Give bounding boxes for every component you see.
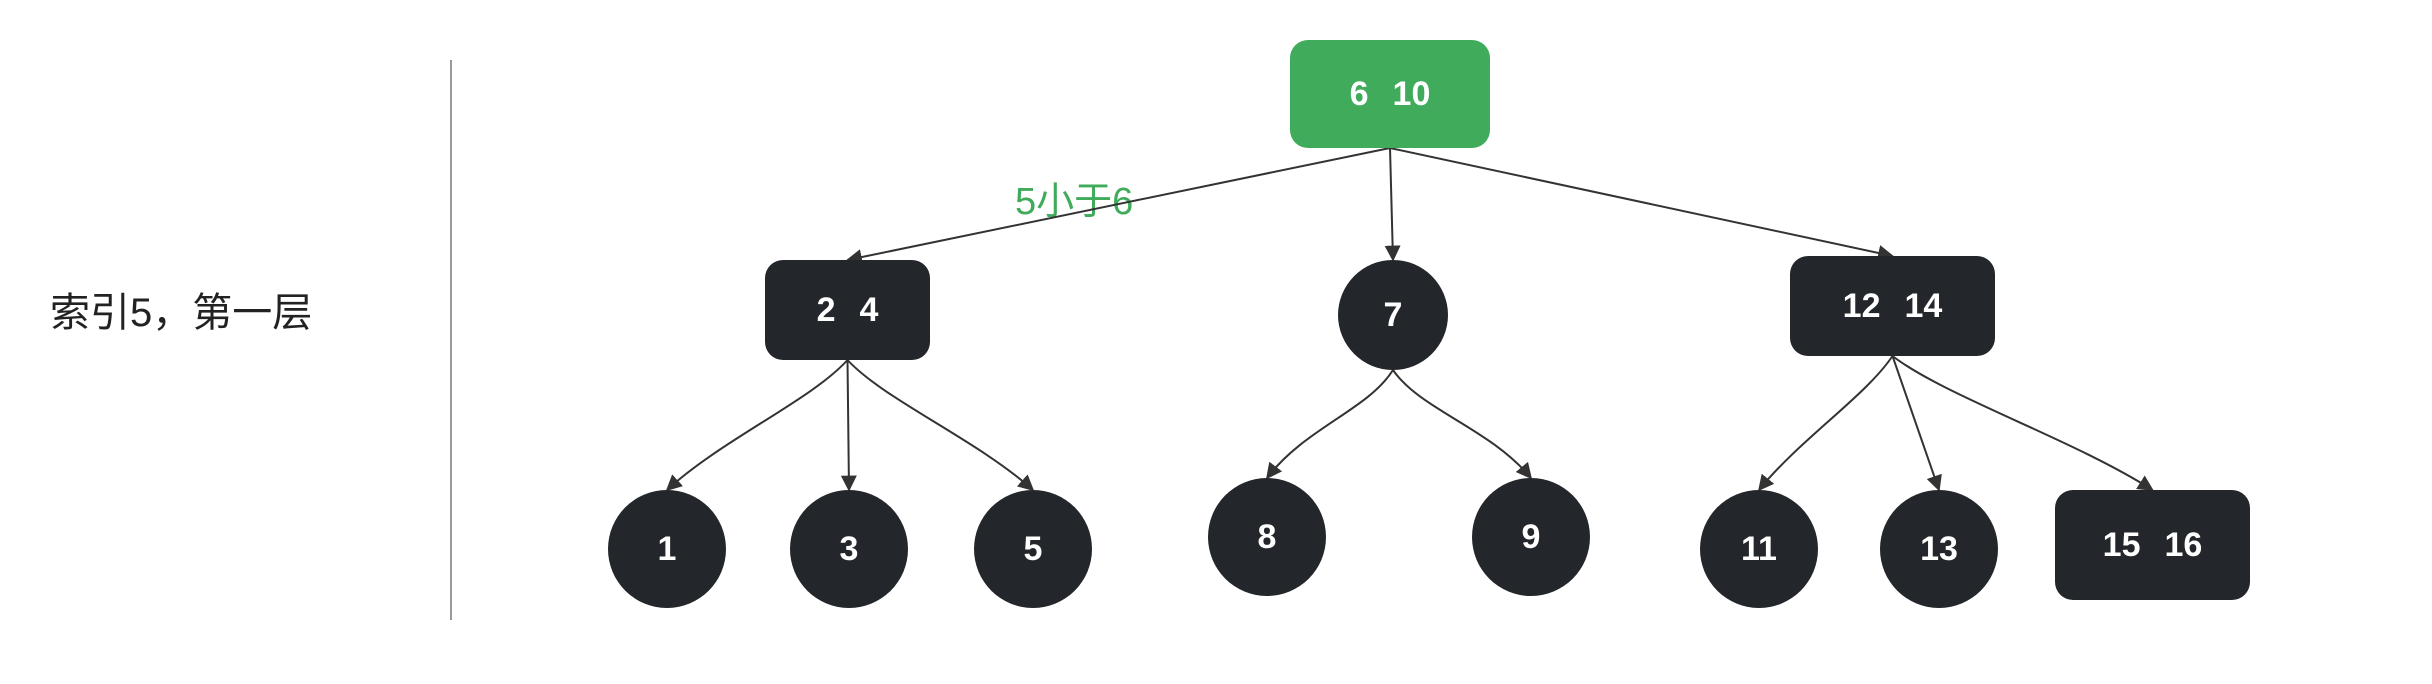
edge-n1214-l13 [1893,356,1940,490]
node-key: 7 [1384,296,1403,335]
node-key: 5 [1024,530,1043,569]
tree-node-l11: 11 [1700,490,1818,608]
node-key: 11 [1741,530,1777,569]
node-key: 1 [658,530,677,569]
edge-root-n1214 [1390,148,1893,256]
node-key: 13 [1920,530,1958,569]
edge-annotation: 5小于6 [1015,170,1133,225]
tree-node-l1: 1 [608,490,726,608]
node-key: 3 [840,530,859,569]
tree-node-l8: 8 [1208,478,1326,596]
edge-n24-l5 [848,360,1034,490]
node-key: 6 [1350,75,1369,114]
node-key: 9 [1522,518,1541,557]
node-key: 10 [1393,75,1431,114]
edge-n24-l3 [848,360,850,490]
tree-node-n24: 24 [765,260,930,360]
node-key: 12 [1843,287,1881,326]
node-key: 8 [1258,518,1277,557]
tree-node-root: 6 10 [1290,40,1490,148]
tree-node-l13: 13 [1880,490,1998,608]
tree-node-l5: 5 [974,490,1092,608]
node-key: 14 [1905,287,1943,326]
node-key: 16 [2165,526,2203,565]
edge-n1214-l1516 [1893,356,2153,490]
caption-text: 索引5，第一层 [50,280,312,338]
tree-node-n1214: 12 14 [1790,256,1995,356]
tree-node-l9: 9 [1472,478,1590,596]
tree-node-l3: 3 [790,490,908,608]
node-key: 4 [860,291,879,330]
edge-root-n7 [1390,148,1393,260]
vertical-divider [450,60,452,620]
edge-n7-l8 [1267,370,1393,478]
node-key: 15 [2103,526,2141,565]
edge-n7-l9 [1393,370,1531,478]
edge-n1214-l11 [1759,356,1893,490]
edge-n24-l1 [667,360,848,490]
tree-node-n7: 7 [1338,260,1448,370]
tree-node-l1516: 1516 [2055,490,2250,600]
node-key: 2 [817,291,836,330]
